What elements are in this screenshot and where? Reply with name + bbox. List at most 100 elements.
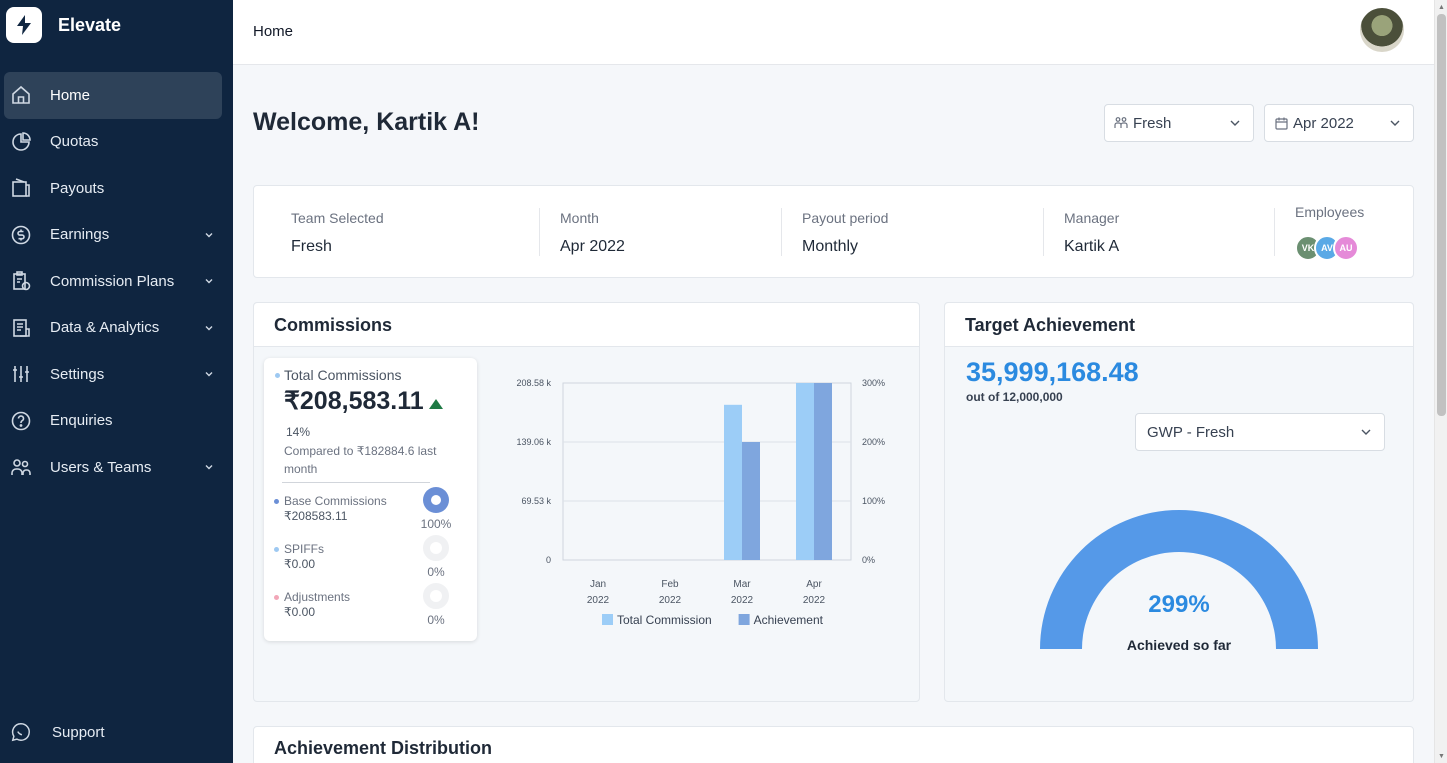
month-filter-select[interactable]: Apr 2022 bbox=[1264, 104, 1414, 142]
total-commissions-value: ₹208,583.11 bbox=[284, 387, 424, 415]
sidebar-item-label: Home bbox=[50, 86, 91, 104]
brand[interactable]: Elevate bbox=[6, 7, 121, 43]
sidebar-item-label: Quotas bbox=[50, 133, 99, 151]
target-achievement-panel: Target Achievement 35,999,168.48 out of … bbox=[944, 302, 1414, 702]
total-commissions-label: Total Commissions bbox=[284, 367, 402, 383]
payout-period-label: Payout period bbox=[802, 210, 889, 226]
chevron-down-icon bbox=[204, 230, 214, 240]
chevron-down-icon bbox=[204, 276, 214, 286]
divider bbox=[1043, 208, 1044, 256]
sidebar-item-label: Settings bbox=[50, 365, 105, 383]
team-filter-select[interactable]: Fresh bbox=[1104, 104, 1254, 142]
gauge-arc bbox=[1040, 510, 1318, 649]
breakdown-label: SPIFFs bbox=[284, 542, 325, 556]
divider bbox=[1274, 208, 1275, 256]
total-dot bbox=[275, 373, 280, 378]
sidebar-item-label: Enquiries bbox=[50, 412, 113, 430]
user-avatar[interactable] bbox=[1360, 8, 1404, 52]
sidebar-item-label: Users & Teams bbox=[50, 458, 152, 476]
month-filter-value: Apr 2022 bbox=[1293, 114, 1354, 132]
sidebar-item-data-analytics[interactable]: Data & Analytics bbox=[4, 305, 222, 352]
trend-up-icon bbox=[429, 396, 443, 414]
wallet-icon bbox=[10, 177, 32, 199]
breakdown-percent: 0% bbox=[427, 565, 445, 579]
chevron-down-icon bbox=[1360, 426, 1372, 438]
gauge-percent: 299% bbox=[1148, 591, 1210, 618]
y-left-tick-label: 139.06 k bbox=[516, 437, 551, 447]
report-icon bbox=[10, 317, 32, 339]
commissions-title: Commissions bbox=[274, 315, 393, 335]
sidebar: Elevate Home Quotas Payouts Earnings Commiss… bbox=[0, 0, 233, 763]
team-selected-label: Team Selected bbox=[291, 210, 384, 226]
legend-label: Total Commission bbox=[617, 613, 712, 627]
achievement-distribution-panel: Achievement Distribution bbox=[253, 726, 1414, 763]
question-icon bbox=[10, 410, 32, 432]
sidebar-item-settings[interactable]: Settings bbox=[4, 351, 222, 398]
breakdown-ring bbox=[423, 487, 449, 513]
top-bar: Home bbox=[233, 0, 1434, 65]
y-right-tick-label: 200% bbox=[862, 437, 885, 447]
chevron-down-icon bbox=[204, 462, 214, 472]
x-tick-label: Feb bbox=[661, 579, 679, 590]
gwp-select-value: GWP - Fresh bbox=[1147, 423, 1235, 441]
y-left-tick-label: 69.53 k bbox=[521, 496, 551, 506]
x-tick-label: Jan bbox=[590, 579, 606, 590]
team-selected-value: Fresh bbox=[291, 238, 332, 255]
breakdown-label: Adjustments bbox=[284, 590, 351, 604]
calendar-icon bbox=[1273, 115, 1289, 131]
x-tick-label: Apr bbox=[806, 579, 822, 590]
sidebar-item-label: Earnings bbox=[50, 226, 110, 244]
plot-area bbox=[562, 382, 852, 561]
breakdown-dot bbox=[274, 595, 279, 600]
commissions-panel: Commissions Total Commissions ₹208,583.1… bbox=[253, 302, 920, 702]
commission-summary-card: Total Commissions ₹208,583.11 14% Compar… bbox=[264, 358, 477, 641]
lightning-bolt-icon bbox=[6, 7, 42, 43]
gwp-select[interactable]: GWP - Fresh bbox=[1135, 413, 1385, 451]
chevron-down-icon bbox=[1389, 117, 1401, 129]
divider bbox=[781, 208, 782, 256]
team-info-card: Team Selected Fresh Month Apr 2022 Payou… bbox=[253, 185, 1414, 278]
breakdown-value: ₹0.00 bbox=[284, 557, 315, 571]
team-filter-value: Fresh bbox=[1133, 114, 1172, 132]
sidebar-item-label: Payouts bbox=[50, 179, 105, 197]
commissions-header: Commissions bbox=[254, 303, 919, 347]
legend-label: Achievement bbox=[754, 613, 824, 627]
sidebar-item-enquiries[interactable]: Enquiries bbox=[4, 398, 222, 445]
x-tick-label: 2022 bbox=[587, 595, 610, 606]
x-tick-label: 2022 bbox=[731, 595, 754, 606]
breadcrumb[interactable]: Home bbox=[253, 23, 294, 40]
breakdown-ring bbox=[423, 583, 449, 609]
breakdown-percent: 100% bbox=[420, 517, 452, 531]
sidebar-item-label: Commission Plans bbox=[50, 272, 175, 290]
clipboard-icon bbox=[10, 270, 32, 292]
target-value: 35,999,168.48 bbox=[966, 357, 1139, 387]
employee-avatar[interactable]: AU bbox=[1333, 235, 1359, 261]
scroll-down-icon[interactable]: ▼ bbox=[1438, 752, 1445, 760]
achievement-gauge bbox=[1040, 510, 1318, 649]
sidebar-item-earnings[interactable]: Earnings bbox=[4, 212, 222, 259]
breakdown-percent: 0% bbox=[427, 613, 445, 627]
page-scrollbar[interactable]: ▲ ▼ bbox=[1434, 0, 1447, 763]
chevron-down-icon bbox=[204, 369, 214, 379]
app-name: Elevate bbox=[58, 14, 122, 35]
sidebar-item-payouts[interactable]: Payouts bbox=[4, 165, 222, 212]
sidebar-item-home[interactable]: Home bbox=[4, 72, 222, 119]
chevron-down-icon bbox=[204, 323, 214, 333]
scroll-thumb[interactable] bbox=[1437, 14, 1446, 416]
manager-label: Manager bbox=[1064, 210, 1120, 226]
support-link[interactable]: Support bbox=[10, 721, 105, 743]
y-left-tick-label: 208.58 k bbox=[516, 378, 551, 388]
manager-value: Kartik A bbox=[1064, 238, 1120, 255]
sidebar-item-quotas[interactable]: Quotas bbox=[4, 119, 222, 166]
sliders-icon bbox=[10, 363, 32, 385]
support-label: Support bbox=[52, 723, 105, 741]
y-left-tick-label: 0 bbox=[546, 555, 551, 565]
sidebar-item-users-teams[interactable]: Users & Teams bbox=[4, 444, 222, 491]
compared-text: Compared to ₹182884.6 last month bbox=[284, 444, 437, 476]
sidebar-item-commission-plans[interactable]: Commission Plans bbox=[4, 258, 222, 305]
scroll-up-icon[interactable]: ▲ bbox=[1438, 3, 1445, 11]
commissions-chart: 0 69.53 k 139.06 k 208.58 k 0% 100% 200% 300% Ja… bbox=[516, 378, 885, 627]
employees-label: Employees bbox=[1295, 204, 1365, 220]
x-tick-label: Mar bbox=[733, 579, 751, 590]
chat-icon bbox=[10, 721, 32, 743]
